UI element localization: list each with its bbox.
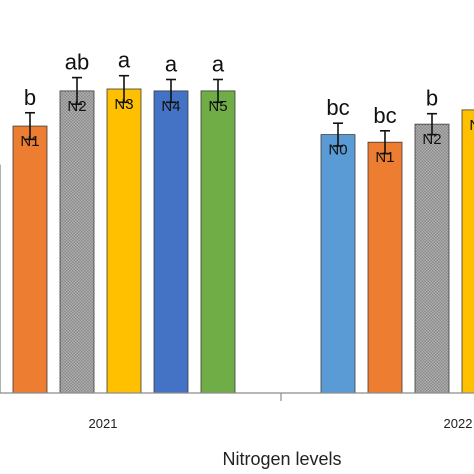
bar-2022-N0 (320, 134, 356, 394)
bar-label: N0 (328, 142, 347, 159)
bar-label: N2 (422, 131, 441, 148)
bar-2021-N4 (153, 90, 189, 394)
bar-label: N2 (67, 98, 86, 115)
significance-letter: b (426, 86, 438, 111)
bar-label: N5 (208, 98, 227, 115)
bars-layer: N1 b N2 ab N3 a N4 a N5 a N0 bc N1 bc N2 b N3 (0, 48, 474, 394)
error-bar (25, 111, 35, 141)
significance-letter: a (118, 48, 131, 73)
significance-letter: bc (373, 103, 396, 128)
error-bar (380, 130, 390, 155)
error-bar (427, 112, 437, 136)
significance-letter: b (24, 85, 36, 110)
bar-2022-N1 (367, 141, 403, 394)
x-axis-title: Nitrogen levels (222, 449, 341, 469)
significance-letter: ab (65, 50, 89, 75)
bar-2021-N3 (106, 88, 142, 394)
significance-letter: a (212, 52, 225, 77)
bar-2021-N2 (59, 90, 95, 394)
bar-label: N4 (161, 98, 180, 115)
x-tick-label-2022: 2022 (444, 416, 473, 431)
bar-2022-N2 (414, 123, 450, 394)
bar-label: N1 (375, 149, 394, 166)
error-bar (119, 74, 129, 104)
error-bar (72, 76, 82, 105)
bar-label: N3 (469, 117, 474, 134)
bar-2021-N5 (200, 90, 236, 394)
significance-letter: a (165, 52, 178, 77)
bar-label: N3 (114, 96, 133, 113)
error-bar (166, 78, 176, 104)
error-bar (213, 78, 223, 104)
x-tick-label-2021: 2021 (89, 416, 118, 431)
significance-letter: bc (326, 95, 349, 120)
bar-2021-N1 (12, 125, 48, 394)
bar-2022-N3 (461, 109, 474, 394)
error-bar (333, 122, 343, 147)
bar-label: N1 (20, 133, 39, 150)
